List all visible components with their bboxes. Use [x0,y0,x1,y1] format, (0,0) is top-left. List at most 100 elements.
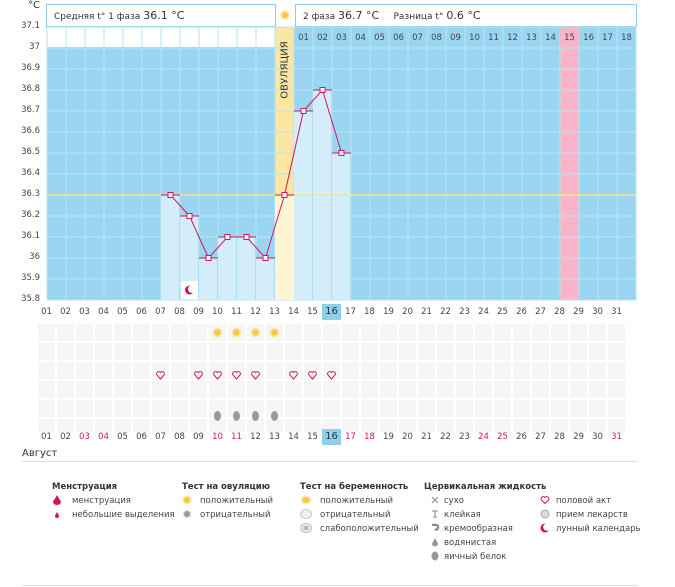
marker-cell [494,400,511,417]
date-cell-bottom[interactable]: 01 [41,432,52,442]
legend-item-sticky: клейкая [444,510,481,520]
heart-icon [327,371,336,380]
date-cell-bottom[interactable]: 08 [174,432,185,442]
date-cell-bottom[interactable]: 19 [383,432,394,442]
marker-cell [494,343,511,360]
date-cell[interactable]: 24 [478,307,489,317]
y-tick-label: 35.8 [21,294,40,304]
date-cell[interactable]: 06 [136,307,147,317]
date-cell-bottom[interactable]: 12 [250,432,261,442]
cycle-day-label: 06 [393,33,404,43]
date-cell[interactable]: 11 [231,307,242,317]
temperature-bar [218,237,236,300]
marker-cell [399,362,416,379]
date-cell[interactable]: 15 [307,307,318,317]
date-cell[interactable]: 22 [440,307,451,317]
temperature-point [281,192,288,198]
marker-cell [95,400,112,417]
date-cell[interactable]: 04 [98,307,109,317]
date-cell-bottom[interactable]: 23 [459,432,470,442]
date-cell-bottom[interactable]: 28 [554,432,565,442]
date-cell-bottom[interactable]: 14 [288,432,299,442]
marker-cell [570,343,587,360]
marker-cell [437,419,454,432]
date-cell-bottom[interactable]: 13 [269,432,280,442]
date-cell-bottom[interactable]: 04 [98,432,109,442]
egg-white-icon [430,551,440,561]
date-cell-bottom[interactable]: 26 [516,432,527,442]
date-cell[interactable]: 26 [516,307,527,317]
date-cell-bottom[interactable]: 02 [60,432,71,442]
date-cell[interactable]: 03 [79,307,90,317]
date-cell[interactable]: 10 [212,307,223,317]
date-cell[interactable]: 08 [174,307,185,317]
date-cell-bottom[interactable]: 27 [535,432,546,442]
marker-cell [513,324,530,341]
date-cell[interactable]: 23 [459,307,470,317]
date-cell-bottom[interactable]: 21 [421,432,432,442]
date-cell[interactable]: 01 [41,307,52,317]
date-cell-bottom[interactable]: 16 [322,429,341,445]
date-cell-bottom[interactable]: 10 [212,432,223,442]
marker-cell [361,419,378,432]
date-cell[interactable]: 19 [383,307,394,317]
date-cell[interactable]: 14 [288,307,299,317]
marker-cell [494,419,511,432]
date-cell-bottom[interactable]: 15 [307,432,318,442]
marker-cell [551,400,568,417]
date-cell-bottom[interactable]: 29 [573,432,584,442]
date-cell-bottom[interactable]: 30 [592,432,603,442]
marker-cell [133,381,150,398]
marker-cell [266,381,283,398]
date-cell[interactable]: 21 [421,307,432,317]
date-cell[interactable]: 09 [193,307,204,317]
date-cell[interactable]: 27 [535,307,546,317]
date-cell-bottom[interactable]: 17 [345,432,356,442]
marker-cell [608,343,625,360]
date-cell[interactable]: 28 [554,307,565,317]
date-cell-bottom[interactable]: 03 [79,432,90,442]
date-cell[interactable]: 20 [402,307,413,317]
date-cell[interactable]: 17 [345,307,356,317]
legend-title-pregnancy-test: Тест на беременность [300,482,409,492]
date-cell[interactable]: 02 [60,307,71,317]
marker-cell [114,419,131,432]
sticky-icon [430,509,440,519]
date-cell-bottom[interactable]: 22 [440,432,451,442]
date-cell-bottom[interactable]: 24 [478,432,489,442]
marker-cell [532,324,549,341]
moon-icon [540,523,551,533]
date-cell-bottom[interactable]: 11 [231,432,242,442]
date-cell-bottom[interactable]: 31 [611,432,622,442]
date-cell-bottom[interactable]: 05 [117,432,128,442]
ovulation-positive-icon-core [214,329,221,336]
date-cell-bottom[interactable]: 07 [155,432,166,442]
marker-cell [418,343,435,360]
cycle-day-label: 13 [526,33,537,43]
cycle-day-label: 07 [412,33,423,43]
date-cell-bottom[interactable]: 20 [402,432,413,442]
date-cell-bottom[interactable]: 09 [193,432,204,442]
date-cell[interactable]: 29 [573,307,584,317]
marker-cell [285,324,302,341]
marker-cell [399,419,416,432]
marker-cell [285,362,302,379]
divider [22,461,637,462]
date-cell[interactable]: 16 [322,304,341,320]
date-cell[interactable]: 05 [117,307,128,317]
date-cell-bottom[interactable]: 25 [497,432,508,442]
date-cell[interactable]: 25 [497,307,508,317]
date-cell[interactable]: 18 [364,307,375,317]
date-cell[interactable]: 30 [592,307,603,317]
date-cell-bottom[interactable]: 06 [136,432,147,442]
marker-cell [95,381,112,398]
marker-cell [494,362,511,379]
y-axis-unit: °C [28,0,40,11]
date-cell-bottom[interactable]: 18 [364,432,375,442]
marker-cell [608,400,625,417]
date-cell[interactable]: 13 [269,307,280,317]
date-cell[interactable]: 12 [250,307,261,317]
marker-cell [190,419,207,432]
date-cell[interactable]: 31 [611,307,622,317]
date-cell[interactable]: 07 [155,307,166,317]
